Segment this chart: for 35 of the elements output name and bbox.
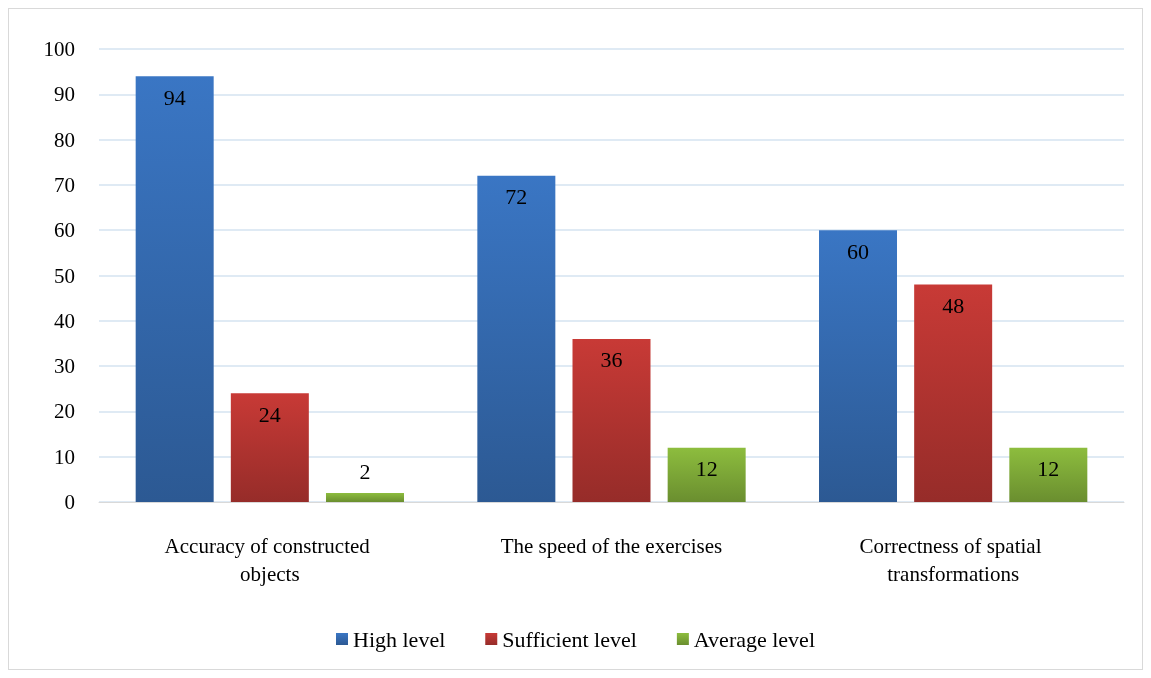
y-tick-label: 70 xyxy=(54,172,75,197)
bar xyxy=(819,230,898,502)
y-tick-label: 30 xyxy=(54,354,75,379)
legend-label: High level xyxy=(353,626,446,652)
bar xyxy=(135,76,214,502)
data-label: 2 xyxy=(359,459,371,485)
data-label: 60 xyxy=(847,238,870,264)
bar xyxy=(325,492,404,502)
data-label: 36 xyxy=(600,347,623,373)
x-tick-label: Correctness of spatial transformations xyxy=(859,534,1047,586)
data-label: 48 xyxy=(942,293,965,319)
data-label: 12 xyxy=(695,456,718,482)
y-tick-label: 80 xyxy=(54,127,75,152)
data-label: 94 xyxy=(163,84,186,110)
bar xyxy=(572,338,651,502)
y-tick-label: 10 xyxy=(54,444,75,469)
bar xyxy=(230,393,309,502)
x-tick-label: Accuracy of constructed objects xyxy=(164,534,376,586)
bar xyxy=(477,175,556,502)
data-label: 24 xyxy=(258,401,281,427)
bar xyxy=(667,447,746,502)
y-tick-label: 40 xyxy=(54,308,75,333)
legend-label: Sufficient level xyxy=(502,626,637,652)
data-label: 72 xyxy=(505,184,528,210)
legend-label: Average level xyxy=(693,626,816,652)
y-tick-label: 0 xyxy=(64,490,75,514)
bar xyxy=(1009,447,1088,502)
bar xyxy=(914,284,993,502)
y-tick-label: 100 xyxy=(43,37,75,61)
y-tick-label: 20 xyxy=(54,399,75,424)
y-tick-label: 60 xyxy=(54,218,75,243)
y-tick-label: 90 xyxy=(54,82,75,107)
x-tick-label: The speed of the exercises xyxy=(500,534,723,558)
y-tick-label: 50 xyxy=(54,263,75,288)
data-label: 12 xyxy=(1037,456,1060,482)
